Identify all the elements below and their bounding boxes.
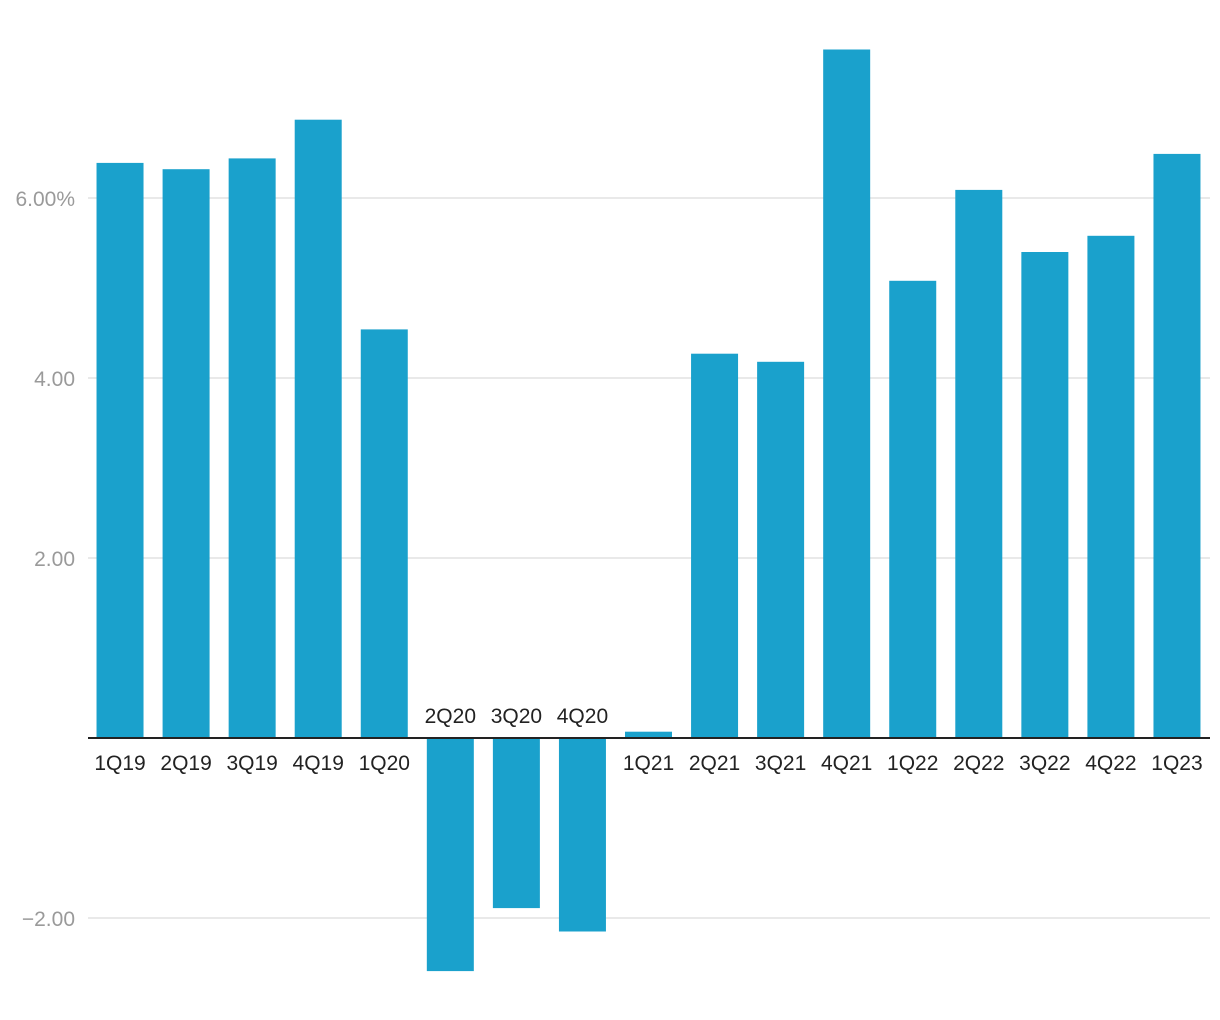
y-tick-label: 2.00 [34, 548, 75, 571]
bar-1Q21 [625, 731, 672, 738]
x-tick-label-4Q22: 4Q22 [1085, 752, 1136, 775]
y-tick-label: −2.00 [22, 908, 75, 931]
x-tick-label-1Q20: 1Q20 [359, 752, 410, 775]
bar-3Q19 [228, 158, 276, 738]
x-tick-label-3Q19: 3Q19 [226, 752, 277, 775]
bar-2Q19 [162, 169, 210, 738]
bar-3Q21 [757, 361, 805, 738]
bar-4Q21 [823, 49, 871, 738]
y-axis-ticks: 6.00% 4.00 2.00 −2.00 [15, 188, 75, 931]
bar-4Q22 [1087, 235, 1135, 739]
bar-3Q20 [492, 738, 540, 909]
y-tick-label: 6.00% [15, 188, 75, 211]
bar-4Q20 [558, 738, 606, 932]
bar-1Q22 [889, 280, 937, 738]
x-tick-label-3Q22: 3Q22 [1019, 752, 1070, 775]
bar-1Q19 [96, 162, 144, 738]
x-tick-label-1Q22: 1Q22 [887, 752, 938, 775]
x-tick-label-4Q21: 4Q21 [821, 752, 872, 775]
y-tick-label: 4.00 [34, 368, 75, 391]
x-tick-label-1Q21: 1Q21 [623, 752, 674, 775]
bar-4Q19 [294, 119, 342, 738]
x-tick-label-2Q21: 2Q21 [689, 752, 740, 775]
x-tick-label-2Q19: 2Q19 [160, 752, 211, 775]
bar-2Q20 [426, 738, 474, 972]
bar-2Q21 [691, 353, 739, 738]
bar-1Q23 [1153, 153, 1201, 738]
x-axis-ticks: 1Q19 2Q19 3Q19 4Q19 1Q20 2Q20 3Q20 4Q20 1Q21 2Q21… [94, 705, 1202, 775]
bar-2Q22 [955, 189, 1003, 738]
x-tick-label-2Q20: 2Q20 [425, 705, 476, 728]
bars [96, 49, 1201, 972]
x-tick-label-3Q21: 3Q21 [755, 752, 806, 775]
bar-3Q22 [1021, 252, 1069, 738]
x-tick-label-4Q20: 4Q20 [557, 705, 608, 728]
x-tick-label-3Q20: 3Q20 [491, 705, 542, 728]
x-tick-label-4Q19: 4Q19 [293, 752, 344, 775]
x-tick-label-1Q19: 1Q19 [94, 752, 145, 775]
x-tick-label-1Q23: 1Q23 [1151, 752, 1202, 775]
x-tick-label-2Q22: 2Q22 [953, 752, 1004, 775]
bar-1Q20 [360, 329, 408, 738]
